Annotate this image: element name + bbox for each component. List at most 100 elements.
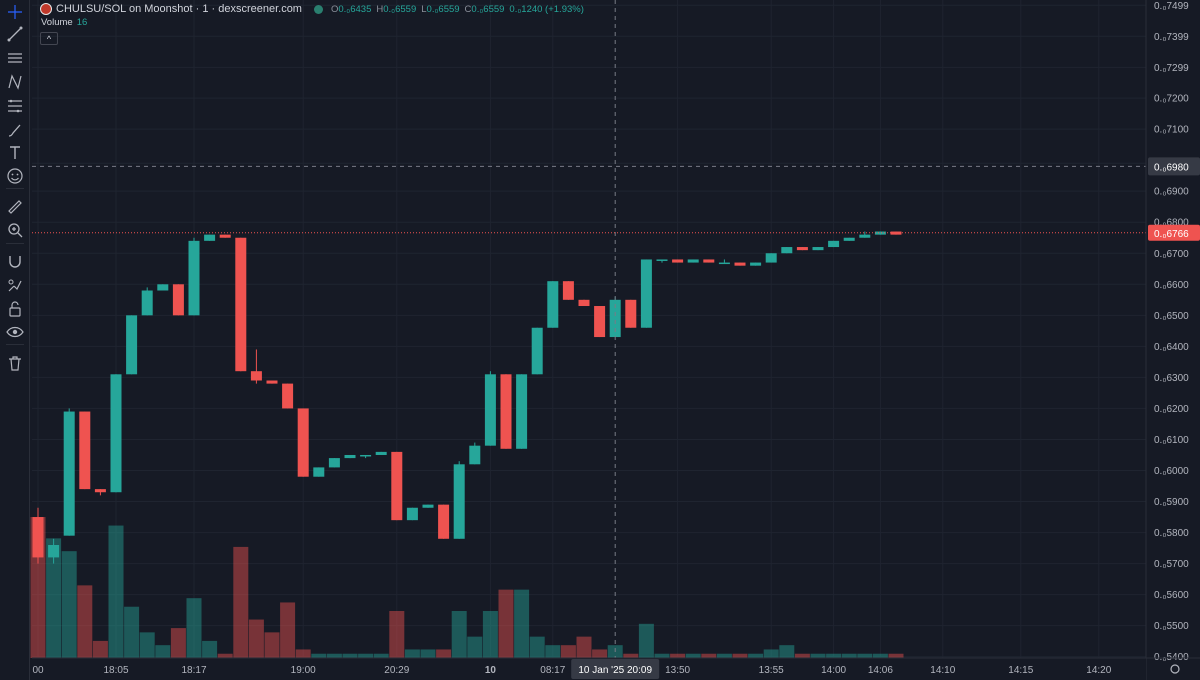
candle[interactable]: [594, 306, 606, 338]
candle[interactable]: [266, 380, 278, 384]
price-tick-label: 0.₀6500: [1154, 311, 1189, 322]
candle[interactable]: [282, 383, 294, 409]
candle[interactable]: [391, 451, 403, 521]
crosshair-time-label-bg: [571, 659, 660, 679]
candle[interactable]: [219, 234, 231, 238]
candle[interactable]: [469, 445, 481, 465]
lock-drawing-icon[interactable]: [3, 276, 27, 296]
candle[interactable]: [126, 315, 138, 375]
candle[interactable]: [157, 284, 169, 291]
candle[interactable]: [110, 374, 122, 493]
time-tick-label: 00: [32, 665, 44, 676]
candle[interactable]: [204, 234, 216, 241]
candle[interactable]: [375, 451, 387, 455]
volume-bar: [514, 589, 530, 658]
candle[interactable]: [422, 504, 434, 508]
candle[interactable]: [781, 247, 793, 254]
symbol-title[interactable]: CHULSU/SOL on Moonshot · 1 · dexscreener…: [56, 3, 302, 15]
horizontal-lines-icon[interactable]: [3, 48, 27, 68]
volume-label: Volume: [41, 17, 73, 28]
price-tick-label: 0.₀6900: [1154, 187, 1189, 198]
candle[interactable]: [718, 262, 730, 265]
emoji-icon[interactable]: [3, 166, 27, 186]
ohlc-low: L0.₀6559: [421, 3, 460, 15]
trend-line-icon[interactable]: [3, 24, 27, 44]
volume-bar: [654, 653, 670, 658]
candle[interactable]: [672, 259, 684, 263]
candle[interactable]: [313, 467, 325, 477]
volume-bar: [670, 653, 686, 658]
candle[interactable]: [63, 411, 75, 536]
candle[interactable]: [640, 259, 652, 328]
volume-bar: [342, 653, 358, 658]
candle[interactable]: [796, 247, 808, 251]
candle[interactable]: [48, 544, 60, 558]
candle[interactable]: [406, 507, 418, 521]
candle[interactable]: [734, 262, 746, 266]
candle[interactable]: [235, 237, 247, 372]
eye-icon[interactable]: [3, 322, 27, 342]
candle[interactable]: [765, 253, 777, 263]
candle[interactable]: [874, 231, 886, 235]
candle[interactable]: [609, 299, 621, 338]
candle[interactable]: [94, 489, 106, 493]
time-tick-label: 14:06: [868, 665, 893, 676]
time-tick-label: 10: [485, 665, 497, 676]
ohlc-close: C0.₀6559: [464, 3, 505, 15]
magnet-icon[interactable]: [3, 252, 27, 272]
candle[interactable]: [625, 299, 637, 328]
candle[interactable]: [500, 374, 512, 449]
candle[interactable]: [250, 371, 262, 381]
candle[interactable]: [484, 374, 496, 446]
fib-icon[interactable]: [3, 96, 27, 116]
time-tick-label: 13:50: [665, 665, 690, 676]
candle[interactable]: [438, 504, 450, 539]
candle[interactable]: [32, 517, 44, 558]
candle[interactable]: [562, 281, 574, 300]
pattern-icon[interactable]: [3, 72, 27, 92]
volume-bar: [576, 636, 592, 658]
candle[interactable]: [141, 290, 153, 316]
candle[interactable]: [812, 247, 824, 251]
crosshair-icon[interactable]: [3, 2, 27, 22]
candle[interactable]: [79, 411, 91, 490]
volume-bar: [404, 649, 420, 658]
candle[interactable]: [172, 284, 184, 316]
candle[interactable]: [547, 281, 559, 328]
text-icon[interactable]: [3, 143, 27, 163]
candle[interactable]: [531, 327, 543, 375]
collapse-legend-button[interactable]: ^: [40, 32, 58, 45]
volume-bar: [529, 636, 545, 658]
price-tick-label: 0.₀5900: [1154, 497, 1189, 508]
candle[interactable]: [188, 240, 200, 316]
crosshair-price-label: 0.₀6980: [1154, 162, 1189, 173]
volume-bar: [872, 653, 888, 658]
ruler-icon[interactable]: [3, 197, 27, 217]
candle[interactable]: [328, 458, 340, 468]
candle[interactable]: [656, 259, 668, 261]
candle[interactable]: [828, 240, 840, 248]
brush-icon[interactable]: [3, 120, 27, 140]
candle[interactable]: [297, 408, 309, 477]
candle[interactable]: [703, 259, 715, 263]
candle[interactable]: [687, 259, 699, 263]
unlock-icon[interactable]: [3, 299, 27, 319]
trash-icon[interactable]: [3, 353, 27, 373]
zoom-icon[interactable]: [3, 220, 27, 240]
candle[interactable]: [750, 262, 762, 266]
drawing-toolbar: [0, 0, 30, 680]
volume-legend: Volume 16: [41, 17, 87, 28]
volume-bar: [264, 632, 280, 658]
candle[interactable]: [453, 464, 465, 539]
candle[interactable]: [360, 454, 372, 457]
candle[interactable]: [344, 454, 356, 459]
candle[interactable]: [859, 234, 871, 238]
settings-gear-icon[interactable]: [1170, 664, 1180, 674]
candle[interactable]: [578, 299, 590, 307]
candle[interactable]: [516, 374, 528, 449]
price-tick-label: 0.₀6300: [1154, 373, 1189, 384]
candle[interactable]: [843, 237, 855, 241]
volume-bar: [373, 653, 389, 658]
volume-bar: [170, 628, 186, 658]
